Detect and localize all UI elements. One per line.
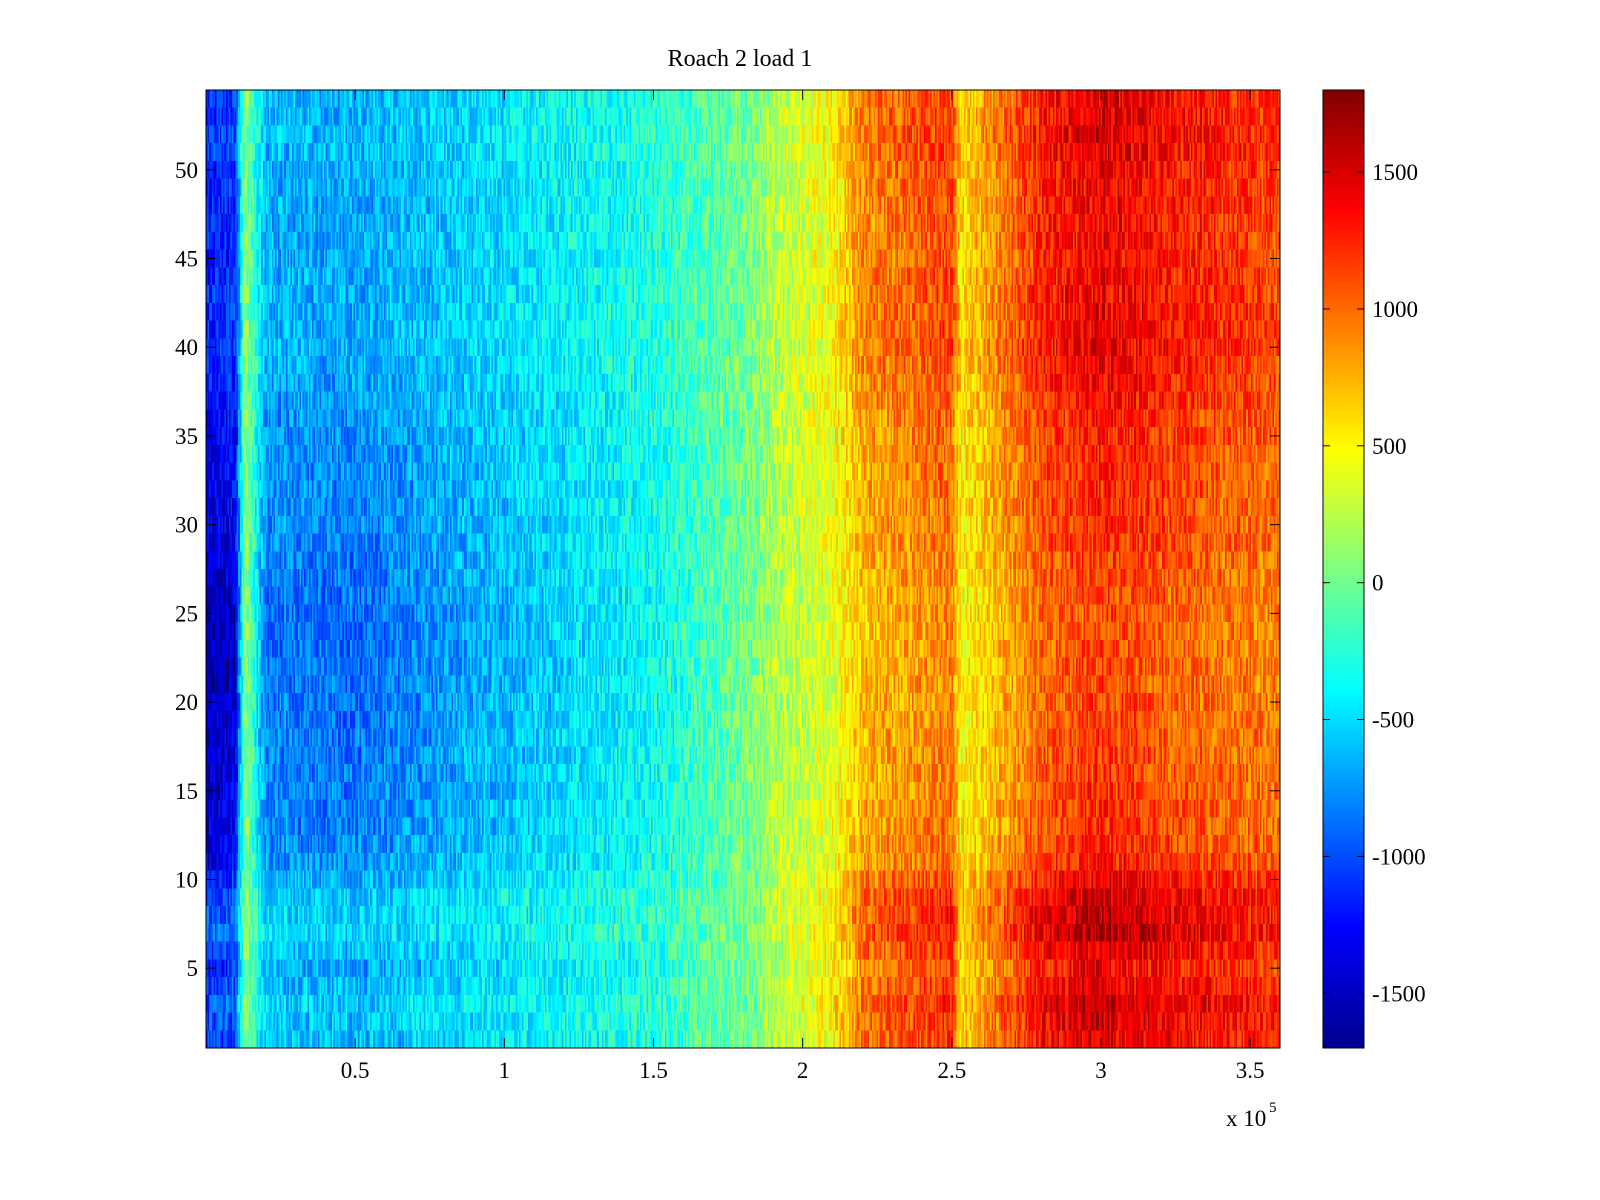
y-tick-label: 45 bbox=[175, 247, 198, 272]
y-axis: 5 10 15 20 25 30 35 40 45 50 bbox=[175, 158, 1280, 981]
colorbar: -1500 -1000 -500 0 500 1000 1500 bbox=[1322, 89, 1426, 1049]
x-tick-label: 1.5 bbox=[639, 1058, 668, 1083]
colorbar-tick-label: -500 bbox=[1372, 708, 1414, 733]
x-tick-label: 1 bbox=[499, 1058, 511, 1083]
colorbar-tick-label: 500 bbox=[1372, 434, 1407, 459]
x-tick-label: 2 bbox=[797, 1058, 809, 1083]
y-tick-label: 15 bbox=[175, 779, 198, 804]
x-tick-label: 2.5 bbox=[937, 1058, 966, 1083]
chart-title: Roach 2 load 1 bbox=[668, 46, 813, 72]
x-tick-label: 3 bbox=[1095, 1058, 1107, 1083]
x-axis: 0.5 1 1.5 2 2.5 3 3.5 bbox=[341, 90, 1265, 1083]
y-tick-label: 20 bbox=[175, 690, 198, 715]
y-tick-label: 30 bbox=[175, 513, 198, 538]
x-exponent-base: x 10 bbox=[1226, 1106, 1266, 1131]
colorbar-tick-label: 1500 bbox=[1372, 160, 1418, 185]
y-tick-label: 40 bbox=[175, 335, 198, 360]
y-tick-label: 35 bbox=[175, 424, 198, 449]
colorbar-ticks: -1500 -1000 -500 0 500 1000 1500 bbox=[1323, 160, 1426, 1006]
x-axis-exponent: x 10 5 bbox=[1226, 1100, 1277, 1131]
colorbar-tick-label: -1000 bbox=[1372, 844, 1426, 869]
x-tick-label: 3.5 bbox=[1236, 1058, 1265, 1083]
colorbar-tick-label: 1000 bbox=[1372, 297, 1418, 322]
heatmap-cells bbox=[206, 90, 1280, 1048]
colorbar-tick-label: 0 bbox=[1372, 571, 1384, 596]
x-tick-label: 0.5 bbox=[341, 1058, 370, 1083]
y-tick-label: 50 bbox=[175, 158, 198, 183]
y-tick-label: 5 bbox=[187, 956, 199, 981]
plot-area bbox=[205, 89, 1281, 1049]
x-exponent-power: 5 bbox=[1269, 1100, 1277, 1116]
plot-frame bbox=[205, 89, 1281, 1049]
y-tick-label: 25 bbox=[175, 601, 198, 626]
colorbar-strip bbox=[1322, 89, 1365, 1049]
colorbar-tick-label: -1500 bbox=[1372, 981, 1426, 1006]
y-tick-label: 10 bbox=[175, 867, 198, 892]
